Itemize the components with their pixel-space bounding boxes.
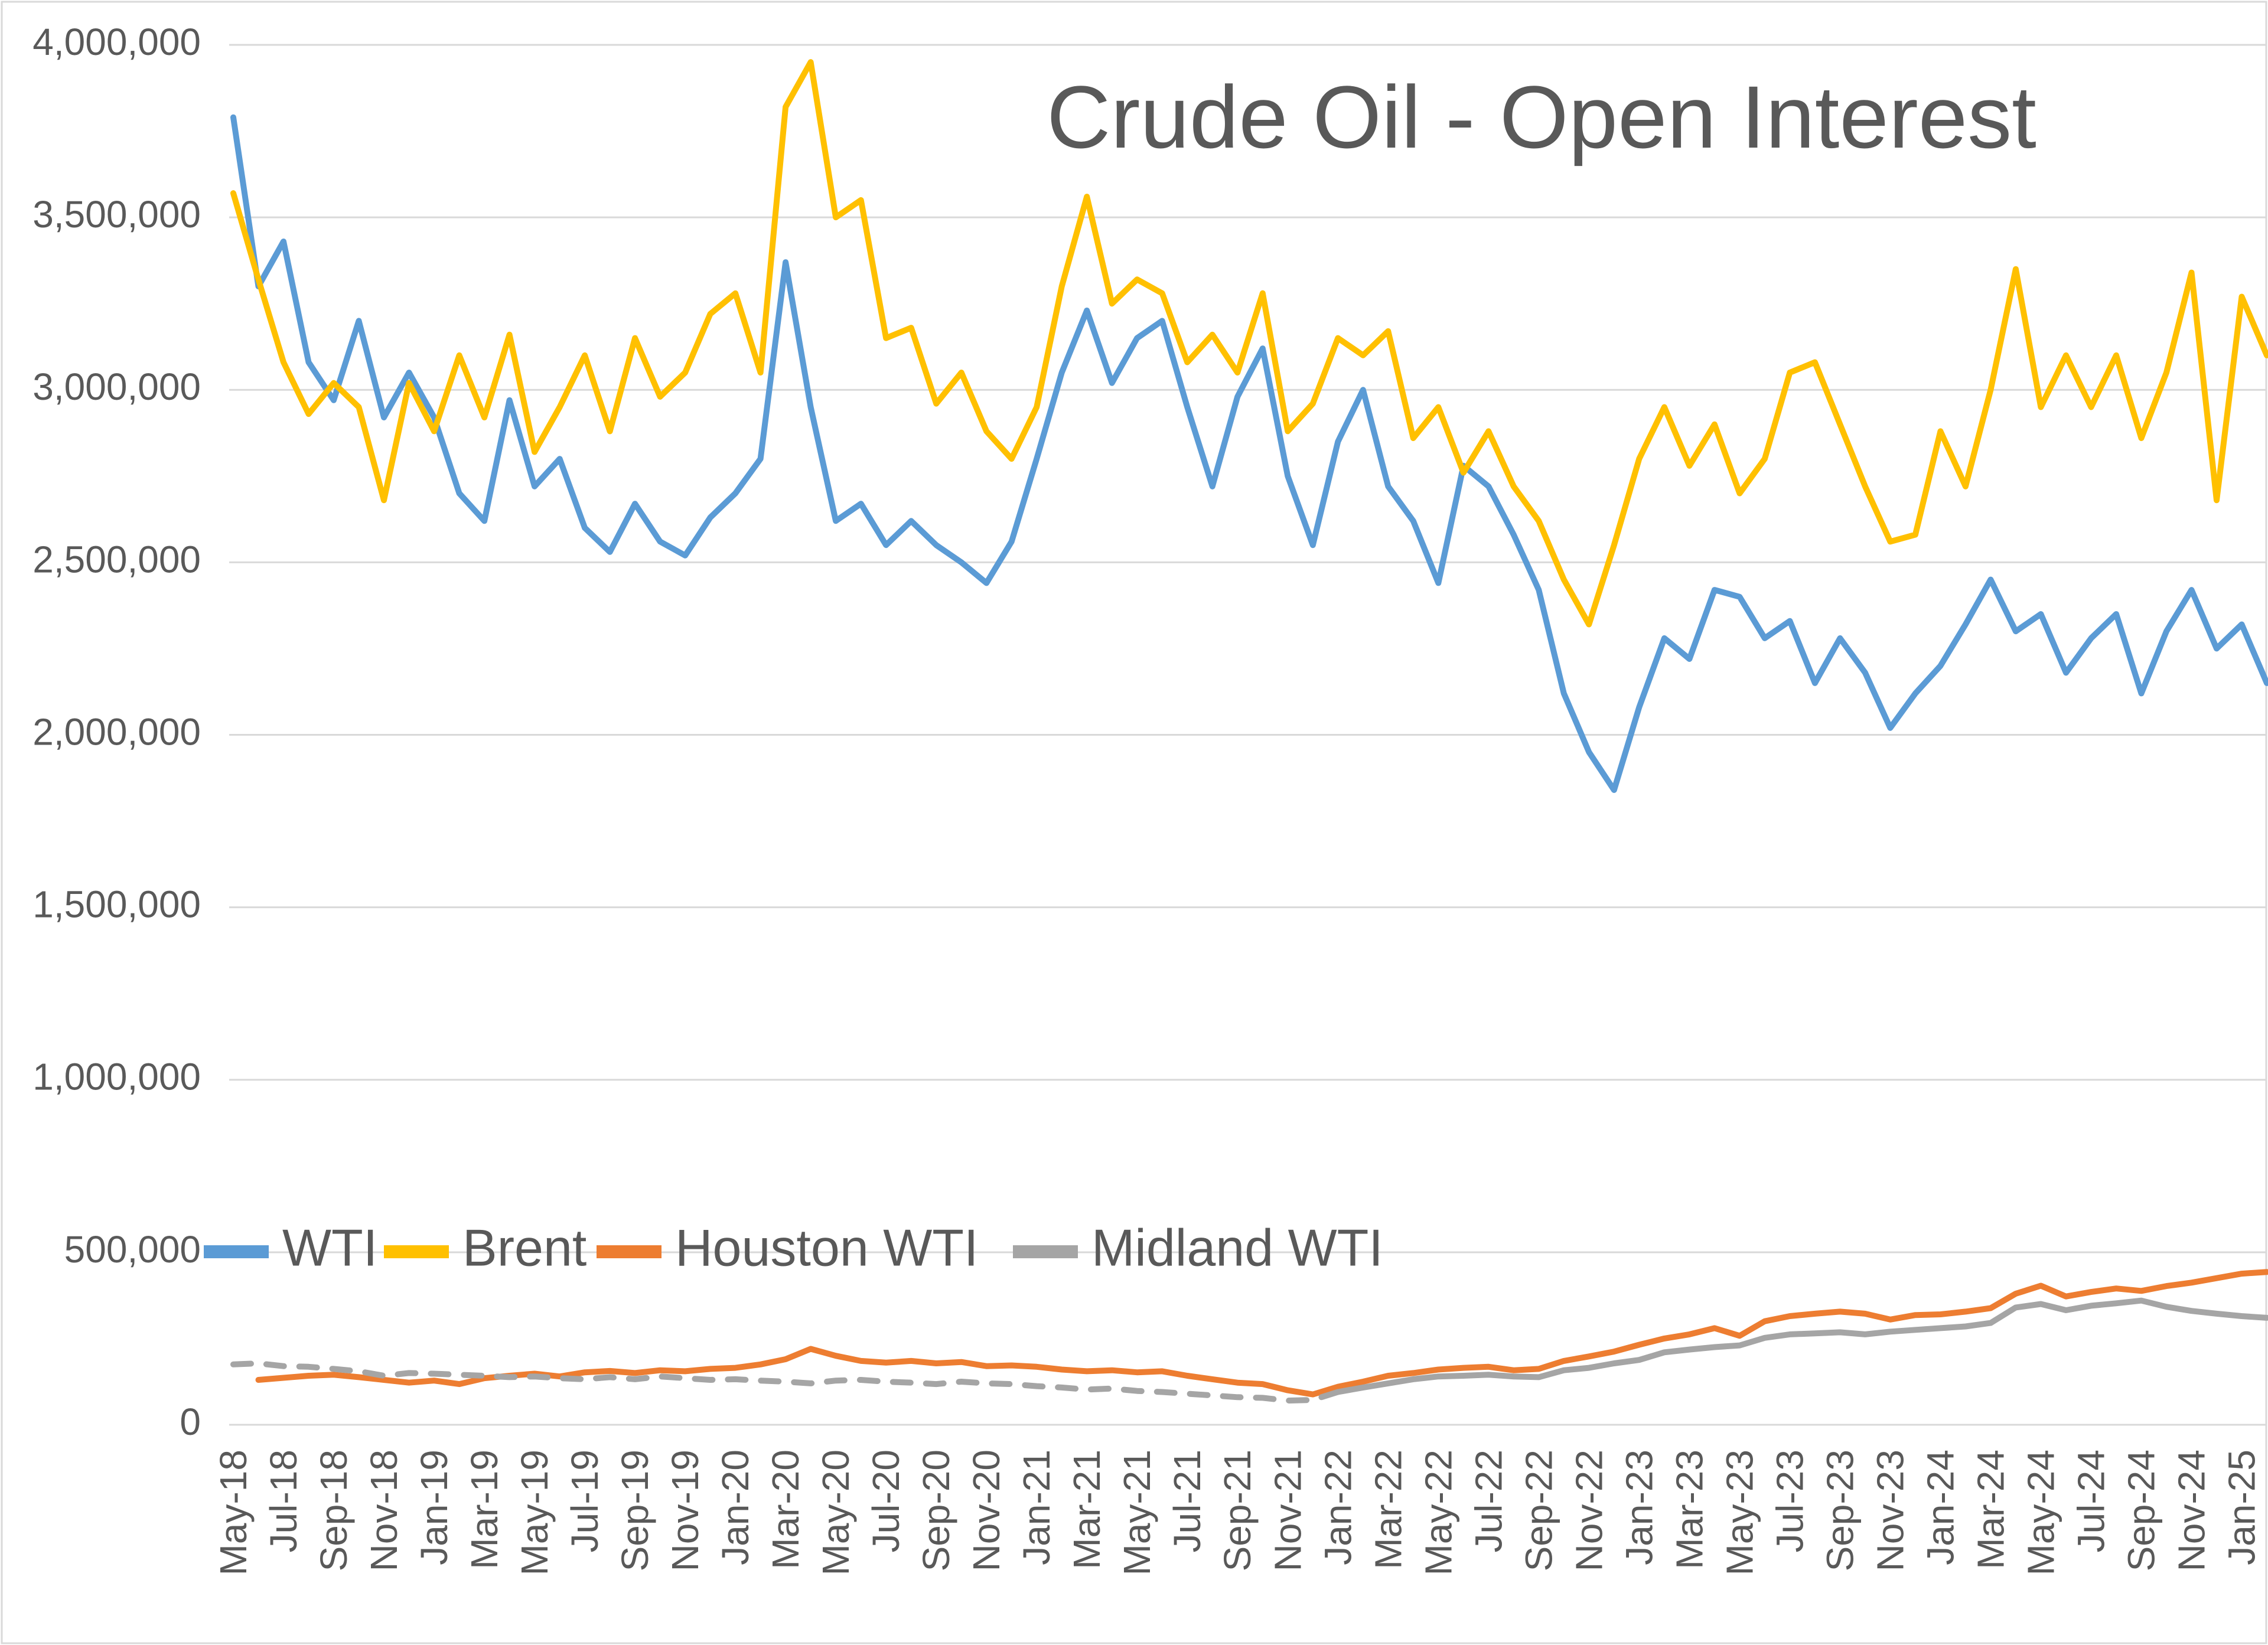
x-tick-label: Jul-22 xyxy=(1467,1450,1510,1552)
x-tick-label: Mar-19 xyxy=(463,1450,506,1569)
x-tick-label: Jul-19 xyxy=(563,1450,606,1552)
x-tick-label: May-20 xyxy=(814,1450,857,1575)
x-tick-label: Sep-21 xyxy=(1216,1450,1259,1571)
x-tick-label: Sep-19 xyxy=(614,1450,656,1571)
y-tick-label: 3,000,000 xyxy=(32,365,201,408)
x-tick-label: May-22 xyxy=(1417,1450,1459,1575)
x-tick-label: May-23 xyxy=(1718,1450,1761,1575)
y-axis-labels: 0 500,000 1,000,000 1,500,000 2,000,000 2,500… xyxy=(32,21,201,1443)
x-tick-label: Nov-22 xyxy=(1568,1450,1610,1571)
x-tick-label: Jan-23 xyxy=(1618,1450,1660,1565)
series-line-wti xyxy=(230,114,2268,793)
y-tick-label: 3,500,000 xyxy=(32,193,201,236)
x-tick-label: Jan-19 xyxy=(413,1450,455,1565)
legend-item-houston-wti: Houston WTI xyxy=(597,1218,978,1277)
series-line-houston-wti xyxy=(255,1269,2268,1398)
y-tick-label: 4,000,000 xyxy=(32,21,201,63)
x-tick-label: May-21 xyxy=(1116,1450,1158,1575)
x-tick-label: May-18 xyxy=(212,1450,255,1575)
x-tick-label: Mar-24 xyxy=(1969,1450,2012,1569)
x-tick-label: Nov-18 xyxy=(363,1450,405,1571)
x-tick-label: Nov-21 xyxy=(1266,1450,1309,1571)
legend-label-midland-wti: Midland WTI xyxy=(1091,1218,1383,1277)
x-tick-label: Nov-23 xyxy=(1869,1450,1911,1571)
y-tick-label: 2,000,000 xyxy=(32,710,201,753)
x-tick-label: Jan-22 xyxy=(1317,1450,1359,1565)
x-tick-label: Sep-22 xyxy=(1517,1450,1560,1571)
y-tick-label: 0 xyxy=(180,1401,201,1443)
legend-item-wti: WTI xyxy=(204,1218,377,1277)
series-line-midland-wti-dashed xyxy=(230,1360,1341,1404)
legend-label-wti: WTI xyxy=(282,1218,377,1277)
x-tick-label: Sep-23 xyxy=(1819,1450,1861,1571)
legend-label-brent: Brent xyxy=(462,1218,586,1277)
series-line-midland-wti xyxy=(1335,1297,2268,1395)
x-tick-label: May-24 xyxy=(2019,1450,2062,1575)
x-tick-label: Jan-25 xyxy=(2220,1450,2263,1565)
y-tick-label: 1,500,000 xyxy=(32,883,201,926)
x-tick-label: May-19 xyxy=(513,1450,556,1575)
series-lines xyxy=(230,59,2268,1404)
x-tick-label: Mar-20 xyxy=(764,1450,807,1569)
legend-item-brent: Brent xyxy=(384,1218,586,1277)
y-tick-label: 2,500,000 xyxy=(32,538,201,580)
x-tick-label: Mar-21 xyxy=(1065,1450,1108,1569)
x-tick-label: Jul-20 xyxy=(865,1450,907,1552)
x-tick-label: Sep-24 xyxy=(2120,1450,2162,1571)
x-tick-label: Sep-18 xyxy=(312,1450,355,1571)
series-line-brent xyxy=(230,59,2268,628)
x-tick-label: Jul-18 xyxy=(262,1450,305,1552)
x-tick-label: Nov-20 xyxy=(965,1450,1008,1571)
x-tick-label: Jan-20 xyxy=(714,1450,757,1565)
legend-item-midland-wti: Midland WTI xyxy=(1013,1218,1383,1277)
x-tick-label: Jan-24 xyxy=(1919,1450,1961,1565)
x-tick-label: Jul-24 xyxy=(2070,1450,2112,1552)
x-tick-label: Jan-21 xyxy=(1015,1450,1058,1565)
x-axis-labels: May-18 Jul-18 Sep-18 Nov-18 Jan-19 Mar-19 May-… xyxy=(212,1450,2263,1575)
legend-label-houston-wti: Houston WTI xyxy=(675,1218,978,1277)
y-tick-label: 500,000 xyxy=(64,1228,201,1271)
x-tick-label: Mar-23 xyxy=(1668,1450,1710,1569)
x-tick-label: Mar-22 xyxy=(1367,1450,1409,1569)
legend: WTI Brent Houston WTI Midland WTI xyxy=(204,1218,1383,1277)
y-tick-label: 1,000,000 xyxy=(32,1056,201,1098)
x-tick-label: Jul-23 xyxy=(1768,1450,1811,1552)
x-tick-label: Sep-20 xyxy=(915,1450,957,1571)
x-tick-label: Nov-24 xyxy=(2170,1450,2212,1571)
x-tick-label: Nov-19 xyxy=(664,1450,706,1571)
x-tick-label: Jul-21 xyxy=(1166,1450,1208,1552)
chart-title: Crude Oil - Open Interest xyxy=(1047,67,2036,167)
